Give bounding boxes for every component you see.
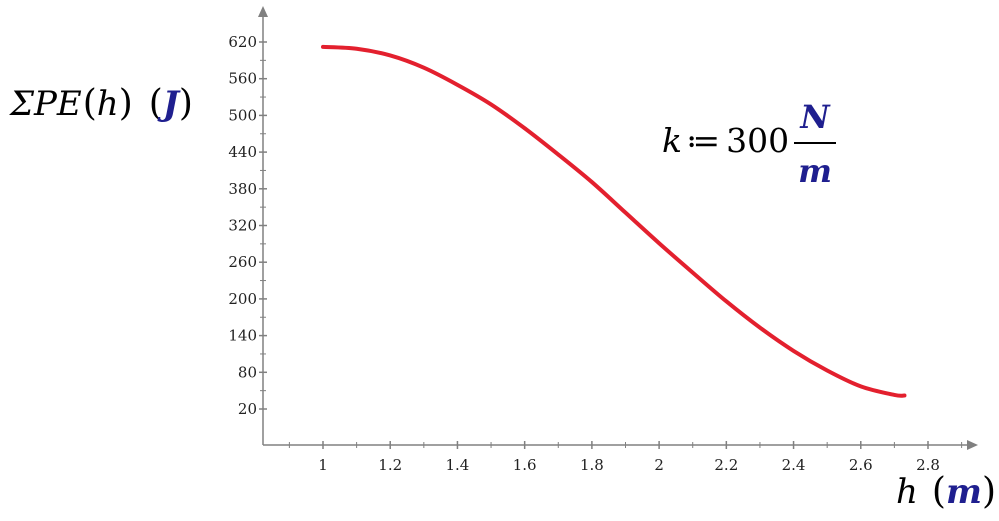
annotation-variable: k: [662, 121, 682, 160]
svg-text:ΣPE(h)(J): ΣPE(h) (J): [8, 83, 193, 124]
y-tick-label-5: 320: [228, 217, 257, 235]
y-tick-label-4: 260: [228, 253, 257, 271]
x-tick-label-4: 1.8: [580, 456, 604, 474]
annotation-spring-constant: k ≔ 300 N m: [662, 98, 836, 190]
x-tick-label-3: 1.6: [513, 456, 537, 474]
x-tick-label-5: 2: [654, 456, 664, 474]
y-tick-label-8: 500: [228, 106, 257, 124]
y-axis-arrow: [258, 6, 268, 17]
y-tick-label-6: 380: [228, 180, 257, 198]
axes: [258, 6, 978, 450]
svg-text:k≔300: k ≔ 300: [662, 121, 789, 160]
x-tick-label-7: 2.4: [782, 456, 806, 474]
x-axis-label-symbol: h: [896, 472, 918, 512]
tick-marks: [259, 41, 963, 449]
y-axis-label: ΣPE(h) (J): [8, 83, 193, 124]
annotation-unit-numerator: N: [799, 98, 831, 136]
annotation-unit-denominator: m: [798, 152, 832, 190]
x-tick-label-2: 1.4: [446, 456, 470, 474]
series-group: [321, 44, 907, 398]
y-axis-label-symbol: ΣPE: [8, 84, 82, 124]
x-tick-label-9: 2.8: [916, 456, 940, 474]
series-line-0: [321, 44, 907, 398]
y-tick-label-7: 440: [228, 143, 257, 161]
y-tick-label-3: 200: [228, 290, 257, 308]
x-tick-label-1: 1.2: [378, 456, 402, 474]
x-axis-label: h (m): [896, 471, 996, 512]
y-axis-label-argument: h: [97, 84, 119, 124]
x-axis-label-unit: m: [946, 472, 982, 512]
tick-labels: 1 1.2 1.4 1.6 1.8 2 2.2 2.4 2.6 2.8 20 80 140 200 260 3…: [228, 33, 940, 474]
x-tick-label-8: 2.6: [849, 456, 873, 474]
x-axis-arrow: [967, 440, 978, 450]
annotation-value: 300: [726, 121, 789, 160]
y-tick-label-2: 140: [228, 327, 257, 345]
x-tick-label-0: 1: [318, 456, 328, 474]
y-tick-label-1: 80: [238, 363, 257, 381]
y-tick-label-0: 20: [238, 400, 257, 418]
x-tick-label-6: 2.2: [714, 456, 738, 474]
y-tick-label-10: 620: [228, 33, 257, 51]
y-tick-label-9: 560: [228, 70, 257, 88]
svg-text:h(m): h (m): [896, 471, 996, 512]
annotation-operator: ≔: [686, 121, 720, 160]
